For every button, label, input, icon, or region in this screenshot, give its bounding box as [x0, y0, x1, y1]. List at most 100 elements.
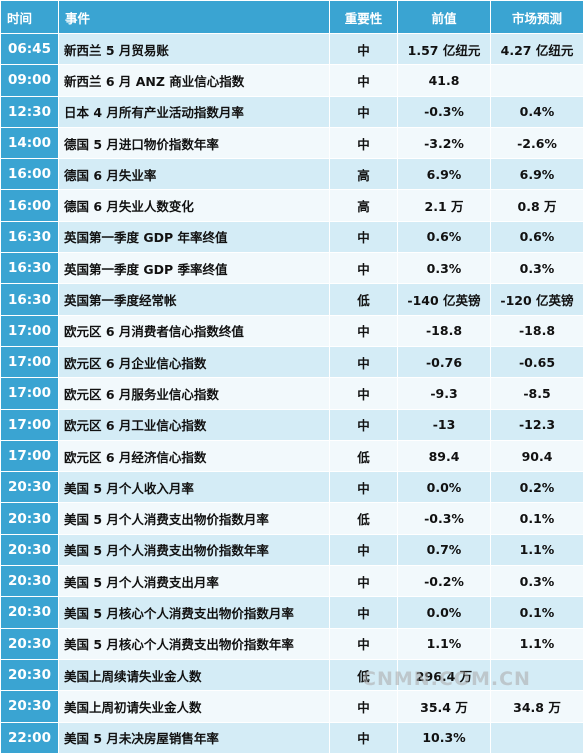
forecast-value-cell: 4.27 亿纽元: [490, 32, 583, 66]
previous-value-cell: 6.9%: [397, 158, 491, 191]
forecast-value-cell: 0.8 万: [490, 189, 583, 222]
time-cell: 06:45: [0, 32, 59, 66]
event-cell: 欧元区 6 月消费者信心指数终值: [58, 314, 330, 347]
event-cell: 美国 5 月个人消费支出物价指数年率: [58, 533, 330, 567]
header-forecast: 市场预测: [490, 0, 583, 34]
table-row: 17:00 欧元区 6 月工业信心指数中 -13 -12.3: [0, 408, 583, 441]
forecast-value-cell: [490, 721, 583, 754]
importance-cell: 中: [329, 126, 398, 160]
importance-cell: 中: [329, 32, 398, 66]
time-cell: 17:00: [0, 377, 59, 410]
importance-cell: 低: [329, 439, 398, 473]
table-row: 17:00 欧元区 6 月企业信心指数中 -0.76 -0.65: [0, 345, 583, 379]
event-cell: 欧元区 6 月企业信心指数: [58, 345, 330, 379]
table-row: 16:30 英国第一季度经常帐低 -140 亿英镑 -120 亿英镑: [0, 283, 583, 316]
event-cell: 英国第一季度 GDP 季率终值: [58, 252, 330, 285]
time-cell: 16:30: [0, 220, 59, 254]
forecast-value-cell: [490, 64, 583, 97]
table-row: 20:30 美国 5 月个人消费支出物价指数年率中 0.7% 1.1%: [0, 533, 583, 567]
forecast-value-cell: -2.6%: [490, 126, 583, 160]
event-cell: 德国 5 月进口物价指数年率: [58, 126, 330, 160]
forecast-value-cell: 1.1%: [490, 627, 583, 660]
event-cell: 美国 5 月未决房屋销售年率: [58, 721, 330, 754]
previous-value-cell: -0.3%: [397, 502, 491, 535]
table-row: 20:30 美国 5 月个人消费支出月率中 -0.2% 0.3%: [0, 565, 583, 598]
header-event: 事件: [58, 0, 330, 34]
header-previous: 前值: [397, 0, 491, 34]
time-cell: 17:00: [0, 314, 59, 347]
forecast-value-cell: 0.1%: [490, 596, 583, 629]
time-cell: 20:30: [0, 471, 59, 504]
importance-cell: 中: [329, 220, 398, 254]
previous-value-cell: -0.2%: [397, 565, 491, 598]
time-cell: 20:30: [0, 658, 59, 692]
event-cell: 美国 5 月个人收入月率: [58, 471, 330, 504]
table-row: 16:30 英国第一季度 GDP 季率终值中 0.3% 0.3%: [0, 252, 583, 285]
importance-cell: 中: [329, 95, 398, 128]
time-cell: 17:00: [0, 408, 59, 441]
event-cell: 英国第一季度经常帐: [58, 283, 330, 316]
time-cell: 20:30: [0, 627, 59, 660]
event-cell: 德国 6 月失业人数变化: [58, 189, 330, 222]
event-cell: 日本 4 月所有产业活动指数月率: [58, 95, 330, 128]
table-row: 20:30 美国 5 月个人收入月率中 0.0% 0.2%: [0, 471, 583, 504]
table-row: 16:00 德国 6 月失业人数变化高 2.1 万 0.8 万: [0, 189, 583, 222]
forecast-value-cell: 0.4%: [490, 95, 583, 128]
previous-value-cell: 0.3%: [397, 252, 491, 285]
table-header-row: 时间 事件 重要性 前值 市场预测: [0, 0, 583, 34]
previous-value-cell: 0.0%: [397, 596, 491, 629]
importance-cell: 中: [329, 314, 398, 347]
table-row: 20:30 美国 5 月核心个人消费支出物价指数月率中 0.0% 0.1%: [0, 596, 583, 629]
time-cell: 16:30: [0, 283, 59, 316]
importance-cell: 中: [329, 377, 398, 410]
importance-cell: 低: [329, 502, 398, 535]
previous-value-cell: -0.76: [397, 345, 491, 379]
time-cell: 20:30: [0, 596, 59, 629]
table-row: 17:00 欧元区 6 月消费者信心指数终值中 -18.8 -18.8: [0, 314, 583, 347]
importance-cell: 中: [329, 252, 398, 285]
forecast-value-cell: 0.1%: [490, 502, 583, 535]
forecast-value-cell: 34.8 万: [490, 690, 583, 723]
table-row: 22:00 美国 5 月未决房屋销售年率中 10.3%: [0, 721, 583, 754]
previous-value-cell: 0.0%: [397, 471, 491, 504]
table-row: 20:30 美国 5 月个人消费支出物价指数月率低 -0.3% 0.1%: [0, 502, 583, 535]
importance-cell: 中: [329, 565, 398, 598]
previous-value-cell: -18.8: [397, 314, 491, 347]
table-row: 06:45 新西兰 5 月贸易账中 1.57 亿纽元 4.27 亿纽元: [0, 32, 583, 66]
time-cell: 16:00: [0, 189, 59, 222]
previous-value-cell: -13: [397, 408, 491, 441]
time-cell: 20:30: [0, 565, 59, 598]
previous-value-cell: -9.3: [397, 377, 491, 410]
previous-value-cell: 0.6%: [397, 220, 491, 254]
importance-cell: 高: [329, 158, 398, 191]
table-row: 20:30 美国上周续请失业金人数低 296.4 万: [0, 658, 583, 692]
forecast-value-cell: 0.2%: [490, 471, 583, 504]
time-cell: 12:30: [0, 95, 59, 128]
previous-value-cell: -140 亿英镑: [397, 283, 491, 316]
table-row: 16:30 英国第一季度 GDP 年率终值中 0.6% 0.6%: [0, 220, 583, 254]
importance-cell: 中: [329, 596, 398, 629]
importance-cell: 低: [329, 658, 398, 692]
previous-value-cell: 1.57 亿纽元: [397, 32, 491, 66]
time-cell: 17:00: [0, 439, 59, 473]
previous-value-cell: 0.7%: [397, 533, 491, 567]
table-row: 16:00 德国 6 月失业率高 6.9% 6.9%: [0, 158, 583, 191]
table-row: 09:00 新西兰 6 月 ANZ 商业信心指数中 41.8: [0, 64, 583, 97]
time-cell: 22:00: [0, 721, 59, 754]
importance-cell: 中: [329, 721, 398, 754]
event-cell: 美国 5 月核心个人消费支出物价指数月率: [58, 596, 330, 629]
time-cell: 20:30: [0, 533, 59, 567]
time-cell: 20:30: [0, 690, 59, 723]
table-row: 17:00 欧元区 6 月服务业信心指数中 -9.3 -8.5: [0, 377, 583, 410]
event-cell: 美国 5 月个人消费支出月率: [58, 565, 330, 598]
forecast-value-cell: -0.65: [490, 345, 583, 379]
previous-value-cell: 10.3%: [397, 721, 491, 754]
importance-cell: 低: [329, 283, 398, 316]
previous-value-cell: 41.8: [397, 64, 491, 97]
header-importance: 重要性: [329, 0, 398, 34]
importance-cell: 中: [329, 690, 398, 723]
time-cell: 20:30: [0, 502, 59, 535]
time-cell: 09:00: [0, 64, 59, 97]
previous-value-cell: 2.1 万: [397, 189, 491, 222]
forecast-value-cell: 0.6%: [490, 220, 583, 254]
